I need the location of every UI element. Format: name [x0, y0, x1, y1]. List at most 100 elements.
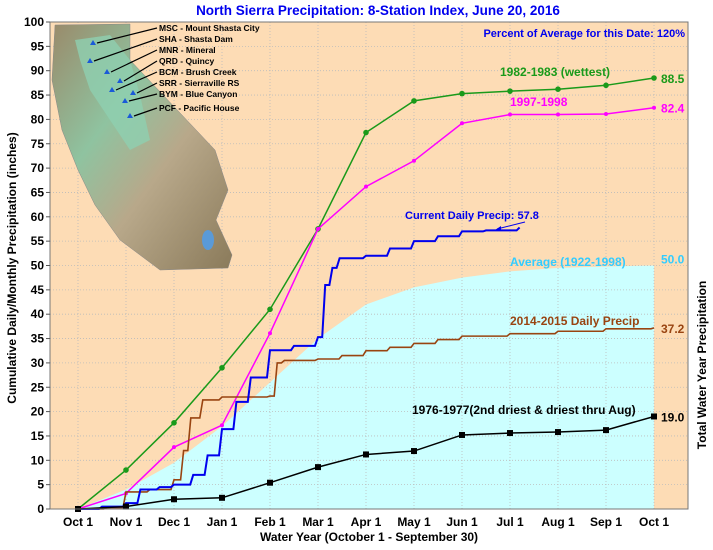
- station-pointer-arrow: [93, 38, 158, 62]
- y-tick-label: 75: [31, 137, 45, 151]
- data-point: [460, 121, 464, 126]
- y-tick-label: 15: [31, 429, 45, 443]
- x-tick-label: Apr 1: [351, 515, 382, 529]
- y-tick-label: 30: [31, 356, 45, 370]
- current-precip-arrow: [496, 221, 526, 230]
- data-point: [315, 464, 321, 471]
- x-tick-label: Feb 1: [254, 515, 286, 529]
- station-pointer-arrow: [96, 27, 158, 44]
- y-tick-label: 70: [31, 161, 45, 175]
- data-point: [459, 90, 465, 97]
- data-point: [651, 75, 657, 81]
- y-axis-title: Cumulative Daily/Monthly Precipitation (…: [5, 132, 19, 403]
- station-pointer-arrow: [128, 93, 158, 102]
- percent-of-average: Percent of Average for this Date: 120%: [483, 28, 685, 40]
- station-label: MSC - Mount Shasta City: [159, 23, 260, 33]
- station-pointer-arrow: [115, 71, 158, 91]
- x-axis-title: Water Year (October 1 - September 30): [260, 530, 478, 544]
- x-tick-label: Aug 1: [541, 515, 575, 529]
- data-point: [267, 479, 273, 486]
- x-tick-label: Dec 1: [158, 515, 190, 529]
- data-point: [219, 364, 225, 371]
- station-label: BCM - Brush Creek: [159, 67, 237, 77]
- data-point: [507, 430, 513, 437]
- series-label: 1976-1977(2nd driest & driest thru Aug): [412, 403, 636, 417]
- y-tick-label: 20: [31, 405, 45, 419]
- station-marker-icon: [122, 98, 128, 103]
- y-tick-label: 55: [31, 234, 45, 248]
- y-tick-label: 80: [31, 112, 45, 126]
- station-marker-icon: [117, 78, 123, 83]
- data-point: [123, 467, 129, 473]
- series-end-value: 50.0: [661, 253, 685, 267]
- y-tick-label: 40: [31, 307, 45, 321]
- station-marker-icon: [90, 40, 96, 45]
- data-point: [316, 226, 320, 231]
- series-end-value: 19.0: [661, 410, 685, 424]
- data-point: [555, 429, 561, 436]
- california-station-map: [51, 23, 233, 271]
- y-tick-label: 100: [24, 15, 44, 29]
- series-label: Current Daily Precip: 57.8: [405, 210, 539, 222]
- station-pointer-arrow: [110, 49, 158, 73]
- station-pointer-arrow: [123, 60, 158, 82]
- y-tick-label: 65: [31, 185, 45, 199]
- series-label: 1997-1998: [510, 95, 568, 109]
- station-label: PCF - Pacific House: [159, 103, 240, 113]
- data-point: [411, 448, 417, 455]
- series-label: 2014-2015 Daily Precip: [510, 314, 639, 328]
- data-point: [171, 496, 177, 503]
- data-point: [363, 451, 369, 458]
- x-tick-label: Oct 1: [63, 515, 93, 529]
- lake-icon: [202, 230, 214, 250]
- station-pointer-arrow: [133, 107, 158, 117]
- sacramento-valley-shading: [75, 35, 150, 150]
- y-tick-label: 50: [31, 259, 45, 273]
- data-point: [123, 503, 129, 510]
- data-point: [651, 413, 657, 420]
- data-point: [364, 184, 368, 189]
- y-tick-label: 85: [31, 88, 45, 102]
- station-label: SHA - Shasta Dam: [159, 34, 233, 44]
- y-tick-label: 5: [37, 478, 44, 492]
- y-tick-label: 0: [37, 502, 44, 516]
- series-end-value: 82.4: [661, 102, 685, 116]
- y-tick-label: 95: [31, 39, 45, 53]
- x-tick-label: Oct 1: [639, 515, 669, 529]
- data-point: [507, 88, 513, 94]
- station-marker-icon: [104, 69, 110, 74]
- data-point: [363, 129, 369, 136]
- x-tick-label: Jan 1: [207, 515, 238, 529]
- data-point: [171, 420, 177, 426]
- data-point: [652, 105, 656, 110]
- y-tick-label: 10: [31, 453, 45, 467]
- x-tick-label: Nov 1: [110, 515, 143, 529]
- series-line-4: [78, 226, 521, 510]
- y-tick-label: 25: [31, 380, 45, 394]
- series-label: Average (1922-1998): [510, 255, 626, 269]
- station-marker-icon: [109, 87, 115, 92]
- series-end-value: 88.5: [661, 72, 685, 86]
- y-tick-label: 45: [31, 283, 45, 297]
- data-point: [603, 82, 609, 89]
- station-marker-icon: [130, 90, 136, 95]
- data-point: [603, 427, 609, 434]
- station-label: BYM - Blue Canyon: [159, 89, 237, 99]
- x-tick-label: Mar 1: [302, 515, 334, 529]
- station-label: QRD - Quincy: [159, 56, 215, 66]
- data-point: [459, 431, 465, 438]
- x-tick-label: Sep 1: [590, 515, 622, 529]
- station-marker-icon: [127, 113, 133, 118]
- x-tick-label: Jun 1: [446, 515, 478, 529]
- arrow-head-icon: [495, 226, 501, 231]
- data-point: [555, 86, 561, 93]
- station-marker-icon: [87, 58, 93, 63]
- data-point: [219, 494, 225, 501]
- data-point: [508, 112, 512, 117]
- data-point: [220, 423, 224, 428]
- x-tick-label: May 1: [397, 515, 431, 529]
- chart-title: North Sierra Precipitation: 8-Station In…: [196, 3, 560, 18]
- series-label: 1982-1983 (wettest): [500, 65, 610, 79]
